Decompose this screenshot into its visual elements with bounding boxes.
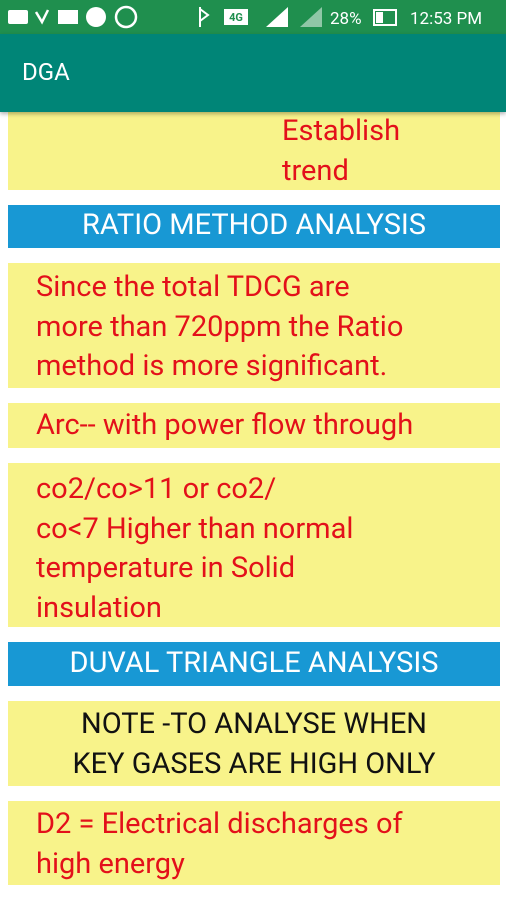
- card-block: D2 = Electrical discharges of high energy: [8, 801, 500, 885]
- card-block: Establish trend: [8, 112, 500, 190]
- text-line: Establish: [282, 114, 401, 148]
- app-bar: DGA: [0, 34, 506, 112]
- text-line: NOTE -TO ANALYSE WHEN: [81, 707, 427, 741]
- text-line: method is more significant.: [36, 349, 388, 383]
- text-line: co<7 Higher than normal: [36, 511, 354, 546]
- text-line: temperature in Solid: [36, 551, 296, 585]
- text-line: RATIO METHOD ANALYSIS: [81, 208, 427, 242]
- battery-percent: 28%: [330, 9, 362, 29]
- text-line: high energy: [36, 846, 185, 881]
- text-line: KEY GASES ARE HIGH ONLY: [72, 746, 436, 781]
- status-bar: 4G 28% 12:53 PM: [0, 0, 506, 34]
- card-block: Arc-- with power flow through: [8, 403, 500, 448]
- note-block: NOTE -TO ANALYSE WHEN KEY GASES ARE HIGH …: [8, 701, 500, 786]
- text-line: insulation: [36, 590, 162, 625]
- text-line: Since the total TDCG are: [36, 270, 350, 304]
- text-line: DUVAL TRIANGLE ANALYSIS: [69, 646, 439, 680]
- card-block: co2/co>11 or co2/co<7 Higher than normal…: [8, 463, 500, 627]
- text-line: D2 = Electrical discharges of: [36, 807, 403, 841]
- text-line: co2/co>11 or co2/: [36, 472, 277, 506]
- clock: 12:53 PM: [410, 9, 482, 29]
- network: 4G: [229, 11, 243, 24]
- app-title: DGA: [22, 58, 70, 86]
- text-line: Arc-- with power flow through: [36, 408, 414, 442]
- header-block: RATIO METHOD ANALYSIS: [8, 205, 500, 248]
- text-line: more than 720ppm the Ratio: [36, 309, 404, 344]
- card-block: Since the total TDCG are more than 720ppm…: [8, 263, 500, 388]
- status-icons: 4G 28% 12:53 PM: [8, 5, 482, 29]
- text-line: trend: [282, 153, 349, 188]
- header-block: DUVAL TRIANGLE ANALYSIS: [8, 642, 500, 686]
